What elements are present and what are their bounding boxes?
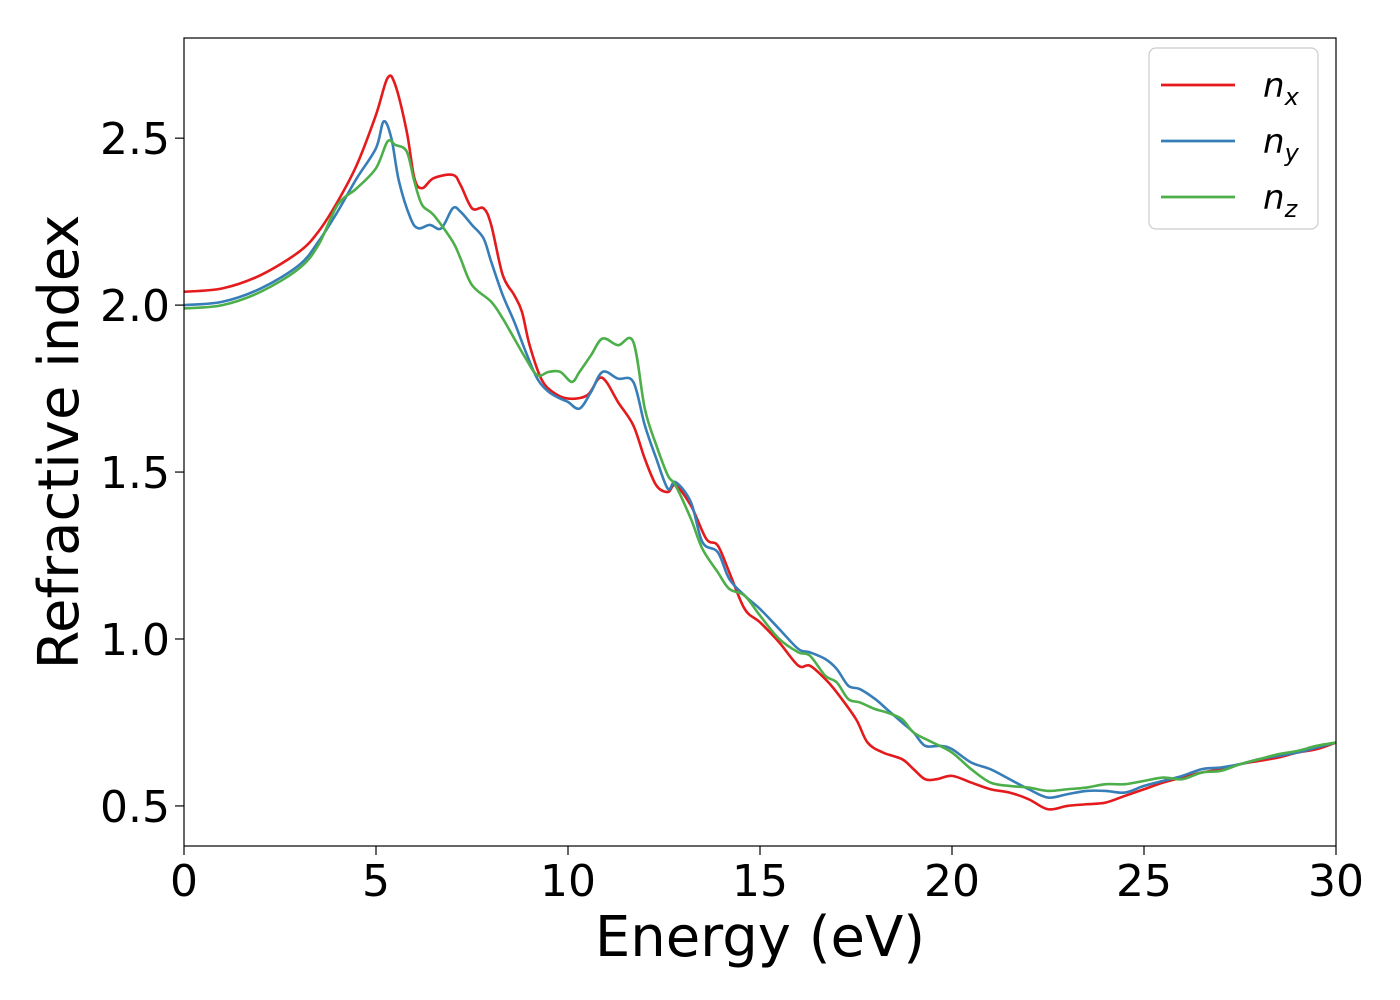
series-layer <box>183 74 1337 811</box>
series-line-z <box>183 138 1337 793</box>
y-tick-label: 0.5 <box>100 782 170 833</box>
x-tick-label: 25 <box>1116 856 1172 907</box>
legend-label-y: ny <box>1263 122 1300 167</box>
legend-label-z: nz <box>1263 178 1299 223</box>
series-line-x <box>183 74 1337 811</box>
x-tick-label: 30 <box>1308 856 1364 907</box>
x-tick-label: 20 <box>924 856 980 907</box>
x-tick-label: 0 <box>170 856 198 907</box>
x-tick-label: 5 <box>362 856 390 907</box>
y-axis-title: Refractive index <box>27 215 92 670</box>
series-line-y <box>183 119 1337 800</box>
x-tick-label: 10 <box>540 856 596 907</box>
y-axis-ticks: 0.5 1.0 1.5 2.0 2.5 <box>100 114 184 833</box>
y-tick-label: 2.0 <box>100 281 170 332</box>
x-axis-title: Energy (eV) <box>595 905 925 970</box>
legend: nx ny nz <box>1148 47 1319 230</box>
y-tick-label: 1.5 <box>100 448 170 499</box>
y-tick-label: 1.0 <box>100 615 170 666</box>
legend-label-x: nx <box>1263 66 1300 111</box>
x-axis-ticks: 0 5 10 15 20 25 30 <box>170 846 1364 907</box>
legend-box <box>1148 47 1319 230</box>
x-tick-label: 15 <box>732 856 788 907</box>
y-tick-label: 2.5 <box>100 114 170 165</box>
